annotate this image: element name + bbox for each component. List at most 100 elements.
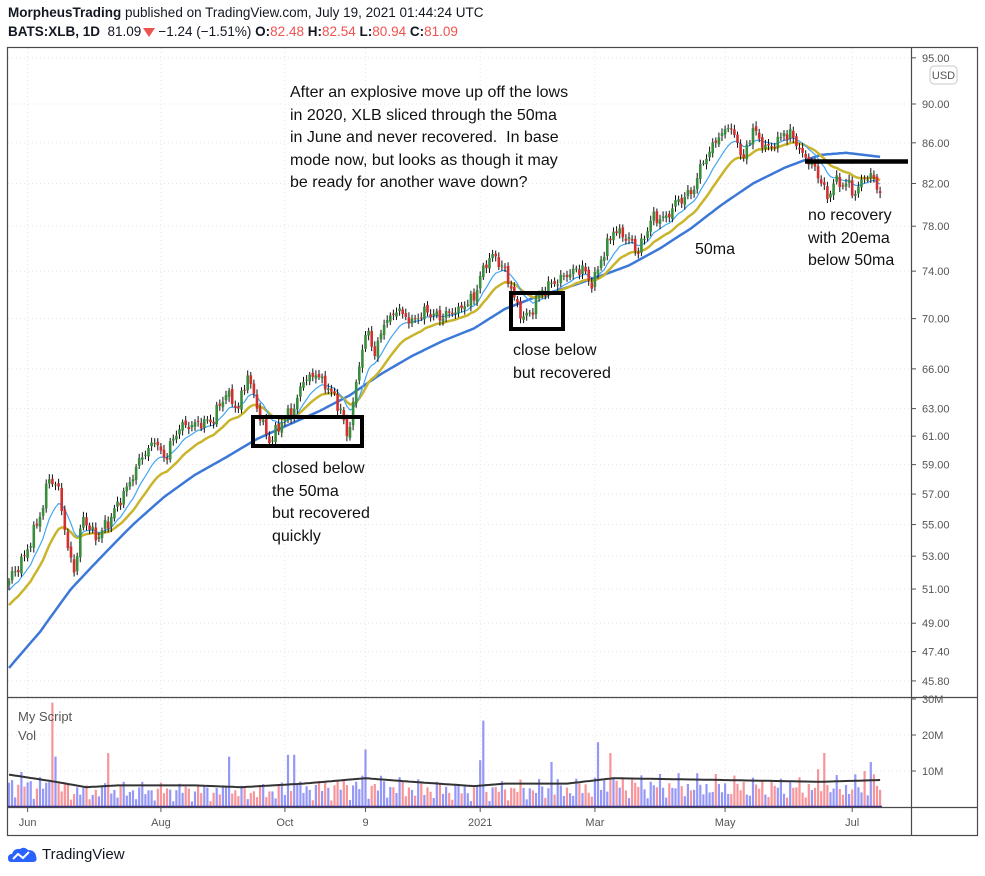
candle-down (237, 406, 240, 409)
low-value: 80.94 (372, 24, 407, 39)
volume-bar (147, 790, 150, 807)
price-tick-label: 95.00 (922, 53, 950, 65)
candle-up (658, 219, 662, 224)
volume-bar (299, 781, 302, 807)
volume-bar (181, 792, 184, 807)
candle-up (661, 216, 665, 219)
volume-bar (370, 785, 373, 807)
price-axis[interactable]: 95.00 90.00 86.00 82.00 78.00 74.00 70.00 66.00… (911, 53, 950, 688)
volume-bar (355, 781, 358, 807)
volume-bar (751, 777, 755, 807)
volume-bar (386, 797, 389, 807)
volume-bar (389, 787, 392, 807)
candle-up (547, 281, 550, 295)
volume-bar (807, 784, 810, 807)
volume-bar (441, 793, 445, 807)
currency-badge[interactable]: USD (929, 65, 958, 85)
volume-bar (494, 787, 497, 807)
volume-bar (863, 771, 866, 807)
volume-axis[interactable]: 30M 20M 10M (911, 694, 943, 778)
candle-up (602, 256, 606, 261)
candle-up (463, 306, 466, 310)
volume-bar (110, 793, 113, 807)
volume-bar (810, 790, 813, 807)
candle-down (742, 154, 745, 158)
volume-bar (302, 792, 305, 807)
volume-bar (243, 786, 246, 807)
candle-up (705, 158, 708, 165)
publisher-name[interactable]: MorpheusTrading (8, 5, 122, 20)
volume-bar (649, 781, 652, 807)
candle-up (7, 580, 11, 586)
candle-up (122, 490, 125, 505)
volume-bar (603, 780, 606, 807)
price-tick-label: 51.00 (922, 584, 950, 596)
volume-bar (94, 789, 97, 807)
volume-bar (82, 786, 85, 807)
candle-up (652, 211, 656, 221)
candle-down (519, 301, 522, 319)
candle-up (643, 238, 646, 240)
candle-down (615, 231, 618, 233)
candle-up (525, 312, 528, 316)
volume-bar (510, 787, 513, 807)
candles (7, 121, 882, 591)
volume-bar (773, 785, 776, 807)
volume-label: Vol (18, 728, 37, 743)
candle-up (41, 507, 45, 517)
candle-up (581, 265, 584, 274)
candle-down (506, 265, 510, 284)
tradingview-logo[interactable]: TradingView (8, 845, 125, 863)
candle-down (323, 375, 327, 390)
candle-down (258, 407, 262, 421)
candle-down (798, 147, 801, 150)
volume-bar (63, 784, 66, 807)
volume-bar (29, 781, 32, 807)
volume-bar (69, 799, 73, 807)
volume-bar (457, 784, 460, 807)
volume-bar (782, 793, 786, 807)
candle-up (314, 375, 318, 379)
time-tick-label: May (715, 817, 736, 829)
volume-bar (395, 793, 398, 807)
candle-up (847, 179, 851, 183)
tradingview-cloud-icon (8, 847, 37, 862)
volume-bar (345, 785, 348, 807)
volume-bar (804, 797, 807, 807)
candle-up (75, 556, 79, 572)
candle-up (128, 482, 132, 487)
candle-up (181, 422, 184, 431)
volume-bar (786, 797, 789, 807)
volume-bar (280, 782, 283, 807)
time-tick-label: Mar (585, 817, 604, 829)
volume-bar (17, 784, 20, 807)
volume-bar (559, 785, 562, 807)
candle-up (358, 366, 361, 381)
candle-up (246, 375, 249, 391)
candle-down (819, 179, 823, 184)
time-axis[interactable]: Jun Aug Oct 9 2021 Mar May Jul (19, 807, 860, 829)
candle-down (609, 238, 612, 241)
time-tick-label: Oct (276, 817, 293, 829)
volume-bar (178, 783, 181, 807)
volume-bar (259, 784, 262, 807)
volume-bar (677, 773, 680, 807)
volume-bar (615, 780, 618, 807)
candle-down (159, 446, 163, 451)
candle-up (131, 479, 135, 482)
price-tick-label: 59.00 (922, 460, 950, 472)
volume-bar (817, 769, 820, 807)
volume-bar (627, 798, 631, 807)
volume-bar (643, 789, 646, 807)
candle-up (776, 136, 780, 148)
volume-bar (404, 796, 407, 807)
candle-up (193, 422, 197, 427)
candle-up (172, 438, 175, 441)
candle-down (407, 317, 411, 324)
candle-down (761, 137, 764, 148)
volume-bar (724, 783, 727, 807)
volume-ma-line (8, 773, 881, 789)
volume-bar (169, 789, 172, 807)
candle-up (606, 238, 609, 257)
